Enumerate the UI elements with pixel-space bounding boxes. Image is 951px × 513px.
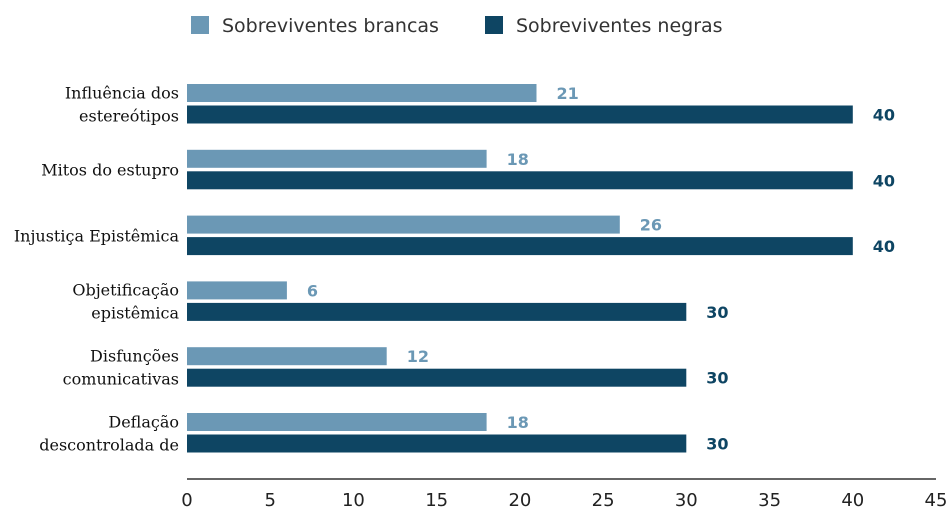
data-label-black-5: 30	[706, 369, 728, 388]
bar-white-3	[187, 215, 620, 234]
category-label-5: comunicativas	[63, 369, 179, 388]
data-label-white-3: 26	[640, 216, 662, 235]
legend: Sobreviventes brancas Sobreviventes negra…	[191, 15, 723, 37]
category-label-1: Influência dos	[65, 83, 179, 102]
bar-black-6	[187, 434, 687, 453]
category-label-5: Disfunções	[90, 346, 179, 365]
data-label-black-3: 40	[873, 237, 895, 256]
x-tick-label: 20	[508, 490, 531, 511]
category-label-2: Mitos do estupro	[41, 161, 179, 180]
category-label-4: Objetificação	[72, 281, 179, 300]
data-label-white-1: 21	[557, 84, 579, 103]
bar-white-2	[187, 149, 487, 168]
legend-swatch-1	[191, 16, 209, 34]
data-label-white-6: 18	[507, 413, 529, 432]
bar-white-5	[187, 347, 387, 366]
legend-swatch-2	[485, 16, 503, 34]
category-label-1: estereótipos	[79, 106, 179, 125]
data-labels: 21 40 18 40 26 40 6 30 12 30 18 30	[307, 84, 895, 454]
x-tick-label: 15	[425, 490, 448, 511]
data-label-white-2: 18	[507, 150, 529, 169]
bar-white-1	[187, 84, 537, 102]
x-tick-label: 45	[925, 490, 948, 511]
bar-black-5	[187, 368, 687, 387]
x-tick-label: 5	[264, 490, 275, 511]
data-label-white-4: 6	[307, 281, 318, 300]
legend-label-2: Sobreviventes negras	[516, 15, 723, 37]
x-tick-label: 0	[181, 490, 192, 511]
category-label-3: Injustiça Epistêmica	[14, 226, 180, 245]
data-label-white-5: 12	[407, 347, 429, 366]
x-tick-label: 10	[342, 490, 365, 511]
bar-black-1	[187, 105, 853, 124]
data-label-black-2: 40	[873, 171, 895, 190]
bar-black-4	[187, 302, 687, 321]
bar-black-3	[187, 237, 853, 256]
x-tick-label: 35	[758, 490, 781, 511]
data-label-black-1: 40	[873, 106, 895, 125]
x-tick-label: 30	[675, 490, 698, 511]
x-tick-label: 25	[592, 490, 615, 511]
legend-label-1: Sobreviventes brancas	[222, 15, 439, 37]
x-axis-ticks: 0 5 10 15 20 25 30 35 40 45	[181, 490, 947, 511]
x-tick-label: 40	[841, 490, 864, 511]
data-label-black-6: 30	[706, 435, 728, 454]
bar-white-4	[187, 281, 287, 300]
category-label-6: descontrolada de	[39, 435, 179, 454]
data-label-black-4: 30	[706, 303, 728, 322]
bar-black-2	[187, 171, 853, 190]
category-label-6: Deflação	[108, 412, 179, 431]
bar-white-6	[187, 413, 487, 431]
category-label-4: epistêmica	[91, 304, 179, 323]
bars	[187, 84, 853, 453]
category-labels: Influência dos estereótipos Mitos do estup…	[14, 83, 180, 454]
